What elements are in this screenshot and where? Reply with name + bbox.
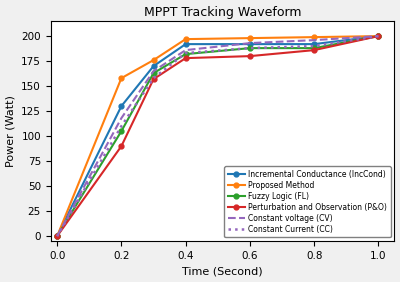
Constant voltage (CV) (248, 41, 252, 45)
Incremental Conductance (IncCond) (312, 42, 316, 46)
Incremental Conductance (IncCond) (119, 104, 124, 108)
Fuzzy Logic (FL) (312, 47, 316, 50)
Perturbation and Observation (P&O) (55, 234, 60, 238)
Proposed Method (183, 38, 188, 41)
Proposed Method (151, 58, 156, 62)
X-axis label: Time (Second): Time (Second) (182, 266, 263, 276)
Incremental Conductance (IncCond) (248, 42, 252, 46)
Perturbation and Observation (P&O) (312, 49, 316, 52)
Constant Current (CC) (55, 234, 60, 238)
Incremental Conductance (IncCond) (151, 64, 156, 68)
Constant voltage (CV) (183, 49, 188, 52)
Line: Proposed Method: Proposed Method (55, 34, 381, 239)
Perturbation and Observation (P&O) (183, 56, 188, 60)
Constant voltage (CV) (312, 38, 316, 42)
Incremental Conductance (IncCond) (55, 234, 60, 238)
Perturbation and Observation (P&O) (151, 78, 156, 81)
Fuzzy Logic (FL) (151, 71, 156, 75)
Constant voltage (CV) (55, 234, 60, 238)
Fuzzy Logic (FL) (248, 47, 252, 50)
Constant Current (CC) (151, 76, 156, 80)
Perturbation and Observation (P&O) (376, 34, 381, 38)
Perturbation and Observation (P&O) (119, 144, 124, 148)
Line: Perturbation and Observation (P&O): Perturbation and Observation (P&O) (55, 34, 381, 239)
Line: Constant Current (CC): Constant Current (CC) (57, 36, 378, 236)
Constant Current (CC) (312, 45, 316, 48)
Constant Current (CC) (248, 47, 252, 50)
Proposed Method (376, 34, 381, 38)
Constant voltage (CV) (119, 116, 124, 120)
Line: Constant voltage (CV): Constant voltage (CV) (57, 36, 378, 236)
Proposed Method (312, 36, 316, 39)
Line: Incremental Conductance (IncCond): Incremental Conductance (IncCond) (55, 34, 381, 239)
Incremental Conductance (IncCond) (183, 42, 188, 46)
Constant voltage (CV) (376, 34, 381, 38)
Proposed Method (119, 76, 124, 80)
Incremental Conductance (IncCond) (376, 34, 381, 38)
Title: MPPT Tracking Waveform: MPPT Tracking Waveform (144, 6, 301, 19)
Fuzzy Logic (FL) (183, 52, 188, 56)
Constant Current (CC) (376, 34, 381, 38)
Proposed Method (248, 36, 252, 40)
Y-axis label: Power (Watt): Power (Watt) (6, 95, 16, 167)
Perturbation and Observation (P&O) (248, 54, 252, 58)
Constant Current (CC) (183, 51, 188, 55)
Constant voltage (CV) (151, 69, 156, 73)
Fuzzy Logic (FL) (119, 129, 124, 133)
Fuzzy Logic (FL) (55, 234, 60, 238)
Proposed Method (55, 234, 60, 238)
Fuzzy Logic (FL) (376, 34, 381, 38)
Legend: Incremental Conductance (IncCond), Proposed Method, Fuzzy Logic (FL), Perturbati: Incremental Conductance (IncCond), Propo… (224, 166, 391, 237)
Line: Fuzzy Logic (FL): Fuzzy Logic (FL) (55, 34, 381, 239)
Constant Current (CC) (119, 124, 124, 128)
